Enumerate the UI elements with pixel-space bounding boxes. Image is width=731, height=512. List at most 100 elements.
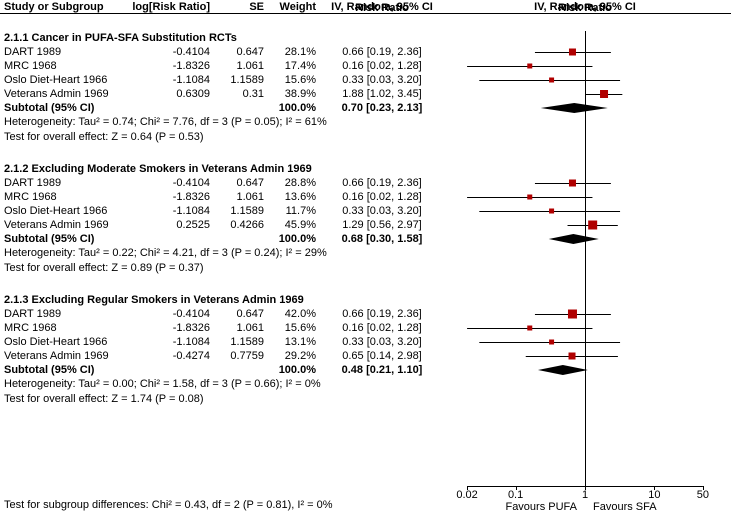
weight-value: 38.9% xyxy=(284,88,316,100)
table-row: Veterans Admin 1969 -0.4274 0.7759 29.2% 0.6… xyxy=(0,349,731,363)
study-name: Veterans Admin 1969 xyxy=(4,350,109,362)
axis-tick-label: 1 xyxy=(582,489,588,501)
subtotal-ci-text: 0.48 [0.21, 1.10] xyxy=(341,364,423,376)
ci-text-value: 0.33 [0.03, 3.20] xyxy=(342,205,422,217)
table-row: Veterans Admin 1969 0.2525 0.4266 45.9% 1.29… xyxy=(0,218,731,232)
subgroup-title: 2.1.1 Cancer in PUFA-SFA Substitution RC… xyxy=(4,32,237,44)
ci-text-value: 0.65 [0.14, 2.98] xyxy=(342,350,422,362)
study-name: DART 1989 xyxy=(4,46,62,58)
ci-text-value: 0.33 [0.03, 3.20] xyxy=(342,336,422,348)
se-value: 0.31 xyxy=(242,88,264,100)
col-se: SE xyxy=(249,1,264,13)
favours-pufa-label: Favours PUFA xyxy=(505,501,577,512)
subtotal-ci-text: 0.68 [0.30, 1.58] xyxy=(341,233,423,245)
ci-text-value: 0.16 [0.02, 1.28] xyxy=(342,322,422,334)
se-value: 0.647 xyxy=(236,46,264,58)
risk-ratio-heading-left: Risk Ratio xyxy=(355,2,409,14)
weight-value: 13.1% xyxy=(284,336,316,348)
weight-value: 15.6% xyxy=(284,322,316,334)
table-row: Test for overall effect: Z = 0.89 (P = 0… xyxy=(0,261,731,276)
subtotal-ci-text: 0.70 [0.23, 2.13] xyxy=(341,102,423,114)
table-row: Heterogeneity: Tau² = 0.00; Chi² = 1.58,… xyxy=(0,377,731,392)
study-name: MRC 1968 xyxy=(4,60,57,72)
log-risk-ratio-value: -0.4104 xyxy=(172,177,210,189)
se-value: 1.1589 xyxy=(230,74,264,86)
ci-text-value: 0.66 [0.19, 2.36] xyxy=(342,177,422,189)
log-risk-ratio-value: -0.4104 xyxy=(172,308,210,320)
ci-text-value: 0.33 [0.03, 3.20] xyxy=(342,74,422,86)
se-value: 1.061 xyxy=(236,191,264,203)
study-name: MRC 1968 xyxy=(4,191,57,203)
log-risk-ratio-value: -0.4104 xyxy=(172,46,210,58)
table-row xyxy=(0,276,731,293)
log-risk-ratio-value: -1.1084 xyxy=(172,74,210,86)
table-row: Test for overall effect: Z = 1.74 (P = 0… xyxy=(0,392,731,407)
subtotal-label: Subtotal (95% CI) xyxy=(4,102,95,114)
table-row xyxy=(0,407,731,424)
study-name: DART 1989 xyxy=(4,177,62,189)
weight-value: 28.8% xyxy=(284,177,316,189)
log-risk-ratio-value: 0.2525 xyxy=(176,219,210,231)
se-value: 0.7759 xyxy=(230,350,264,362)
se-value: 1.1589 xyxy=(230,205,264,217)
table-row: Heterogeneity: Tau² = 0.74; Chi² = 7.76,… xyxy=(0,115,731,130)
weight-value: 29.2% xyxy=(284,350,316,362)
weight-value: 11.7% xyxy=(285,205,316,217)
heterogeneity-text: Heterogeneity: Tau² = 0.22; Chi² = 4.21,… xyxy=(4,247,327,259)
weight-value: 17.4% xyxy=(284,60,316,72)
study-name: Oslo Diet-Heart 1966 xyxy=(4,205,108,217)
table-row xyxy=(0,145,731,162)
weight-value: 15.6% xyxy=(284,74,316,86)
se-value: 1.061 xyxy=(236,60,264,72)
ci-text-value: 1.29 [0.56, 2.97] xyxy=(342,219,422,231)
subtotal-label: Subtotal (95% CI) xyxy=(4,233,95,245)
ci-text-value: 0.66 [0.19, 2.36] xyxy=(342,308,422,320)
axis-tick-label: 0.02 xyxy=(456,489,477,501)
subtotal-weight: 100.0% xyxy=(278,233,316,245)
subtotal-weight: 100.0% xyxy=(278,364,316,376)
table-row: 2.1.1 Cancer in PUFA-SFA Substitution RC… xyxy=(0,31,731,45)
subgroup-title: 2.1.3 Excluding Regular Smokers in Veter… xyxy=(4,294,304,306)
ci-text-value: 1.88 [1.02, 3.45] xyxy=(342,88,422,100)
table-row: DART 1989 -0.4104 0.647 28.8% 0.66 [0.19, 2.… xyxy=(0,176,731,190)
subtotal-label: Subtotal (95% CI) xyxy=(4,364,95,376)
log-risk-ratio-value: -1.8326 xyxy=(172,191,210,203)
table-row: 2.1.3 Excluding Regular Smokers in Veter… xyxy=(0,293,731,307)
study-name: Oslo Diet-Heart 1966 xyxy=(4,74,108,86)
subtotal-weight: 100.0% xyxy=(278,102,316,114)
table-row: Subtotal (95% CI) 100.0% 0.70 [0.23, 2.13] xyxy=(0,101,731,115)
heterogeneity-text: Heterogeneity: Tau² = 0.74; Chi² = 7.76,… xyxy=(4,116,327,128)
subgroup-title: 2.1.2 Excluding Moderate Smokers in Vete… xyxy=(4,163,312,175)
risk-ratio-heading-right: Risk Ratio xyxy=(558,2,612,14)
table-row: MRC 1968 -1.8326 1.061 15.6% 0.16 [0.02, 1.2… xyxy=(0,321,731,335)
table-row: MRC 1968 -1.8326 1.061 13.6% 0.16 [0.02, 1.2… xyxy=(0,190,731,204)
overall-effect-text: Test for overall effect: Z = 0.89 (P = 0… xyxy=(4,262,204,274)
log-risk-ratio-value: -1.1084 xyxy=(172,205,210,217)
axis-tick-label: 0.1 xyxy=(508,489,523,501)
study-name: DART 1989 xyxy=(4,308,62,320)
col-study-or-subgroup: Study or Subgroup xyxy=(4,1,104,13)
overall-effect-text: Test for overall effect: Z = 1.74 (P = 0… xyxy=(4,393,204,405)
col-log-risk-ratio: log[Risk Ratio] xyxy=(132,1,210,13)
log-risk-ratio-value: -0.4274 xyxy=(172,350,210,362)
col-weight: Weight xyxy=(279,1,316,13)
heterogeneity-text: Heterogeneity: Tau² = 0.00; Chi² = 1.58,… xyxy=(4,378,321,390)
log-risk-ratio-value: 0.6309 xyxy=(176,88,210,100)
se-value: 0.4266 xyxy=(230,219,264,231)
weight-value: 28.1% xyxy=(284,46,316,58)
table-row: Test for overall effect: Z = 0.64 (P = 0… xyxy=(0,130,731,145)
table-row: Veterans Admin 1969 0.6309 0.31 38.9% 1.88 [… xyxy=(0,87,731,101)
se-value: 0.647 xyxy=(236,177,264,189)
se-value: 1.1589 xyxy=(230,336,264,348)
log-risk-ratio-value: -1.8326 xyxy=(172,60,210,72)
study-name: Veterans Admin 1969 xyxy=(4,219,109,231)
weight-value: 13.6% xyxy=(284,191,316,203)
study-name: MRC 1968 xyxy=(4,322,57,334)
se-value: 0.647 xyxy=(236,308,264,320)
ci-text-value: 0.16 [0.02, 1.28] xyxy=(342,60,422,72)
log-risk-ratio-value: -1.8326 xyxy=(172,322,210,334)
table-row: Oslo Diet-Heart 1966 -1.1084 1.1589 11.7% 0.… xyxy=(0,204,731,218)
axis-tick-label: 10 xyxy=(648,489,660,501)
table-row: Heterogeneity: Tau² = 0.22; Chi² = 4.21,… xyxy=(0,246,731,261)
table-row: 2.1.2 Excluding Moderate Smokers in Vete… xyxy=(0,162,731,176)
